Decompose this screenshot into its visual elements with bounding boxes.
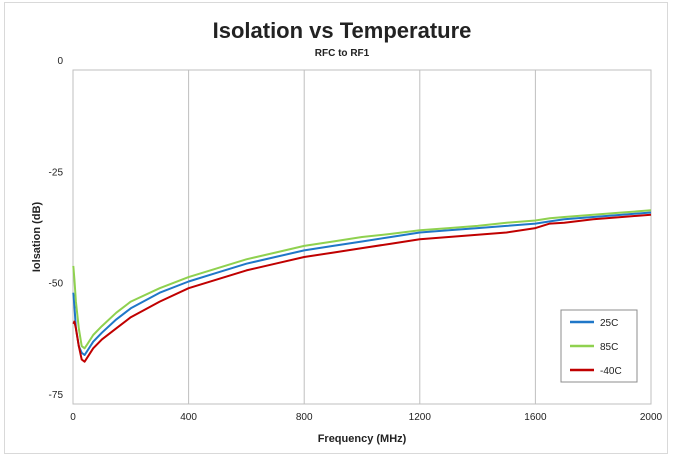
y-tick-label: -25 xyxy=(49,167,64,178)
legend-label: 85C xyxy=(600,342,618,353)
grid-lines xyxy=(188,70,536,404)
x-axis-label: Frequency (MHz) xyxy=(318,433,407,445)
y-tick-label: 0 xyxy=(57,56,63,67)
x-tick-label: 0 xyxy=(70,412,76,423)
x-tick-label: 800 xyxy=(296,412,313,423)
x-tick-label: 1600 xyxy=(524,412,547,423)
x-tick-label: 400 xyxy=(180,412,197,423)
tick-labels: 0 400 800 1200 1600 2000 0 -25 -50 -75 xyxy=(49,56,663,423)
y-tick-label: -75 xyxy=(49,390,64,401)
y-tick-label: -50 xyxy=(49,279,64,290)
chart-subtitle: RFC to RF1 xyxy=(315,48,370,59)
series-lines xyxy=(72,209,652,363)
legend-label: 25C xyxy=(600,318,618,329)
chart-frame xyxy=(4,2,668,454)
x-tick-label: 2000 xyxy=(640,412,663,423)
series-line--40C xyxy=(72,213,652,363)
legend: 25C 85C -40C xyxy=(560,309,638,383)
legend-label: -40C xyxy=(600,366,622,377)
series-line-85C xyxy=(72,209,652,350)
chart-title: Isolation vs Temperature xyxy=(213,18,472,43)
y-axis-label: Iolsation (dB) xyxy=(31,202,43,273)
plot-area xyxy=(72,69,652,405)
series-line-25C xyxy=(72,211,652,356)
x-tick-label: 1200 xyxy=(409,412,432,423)
